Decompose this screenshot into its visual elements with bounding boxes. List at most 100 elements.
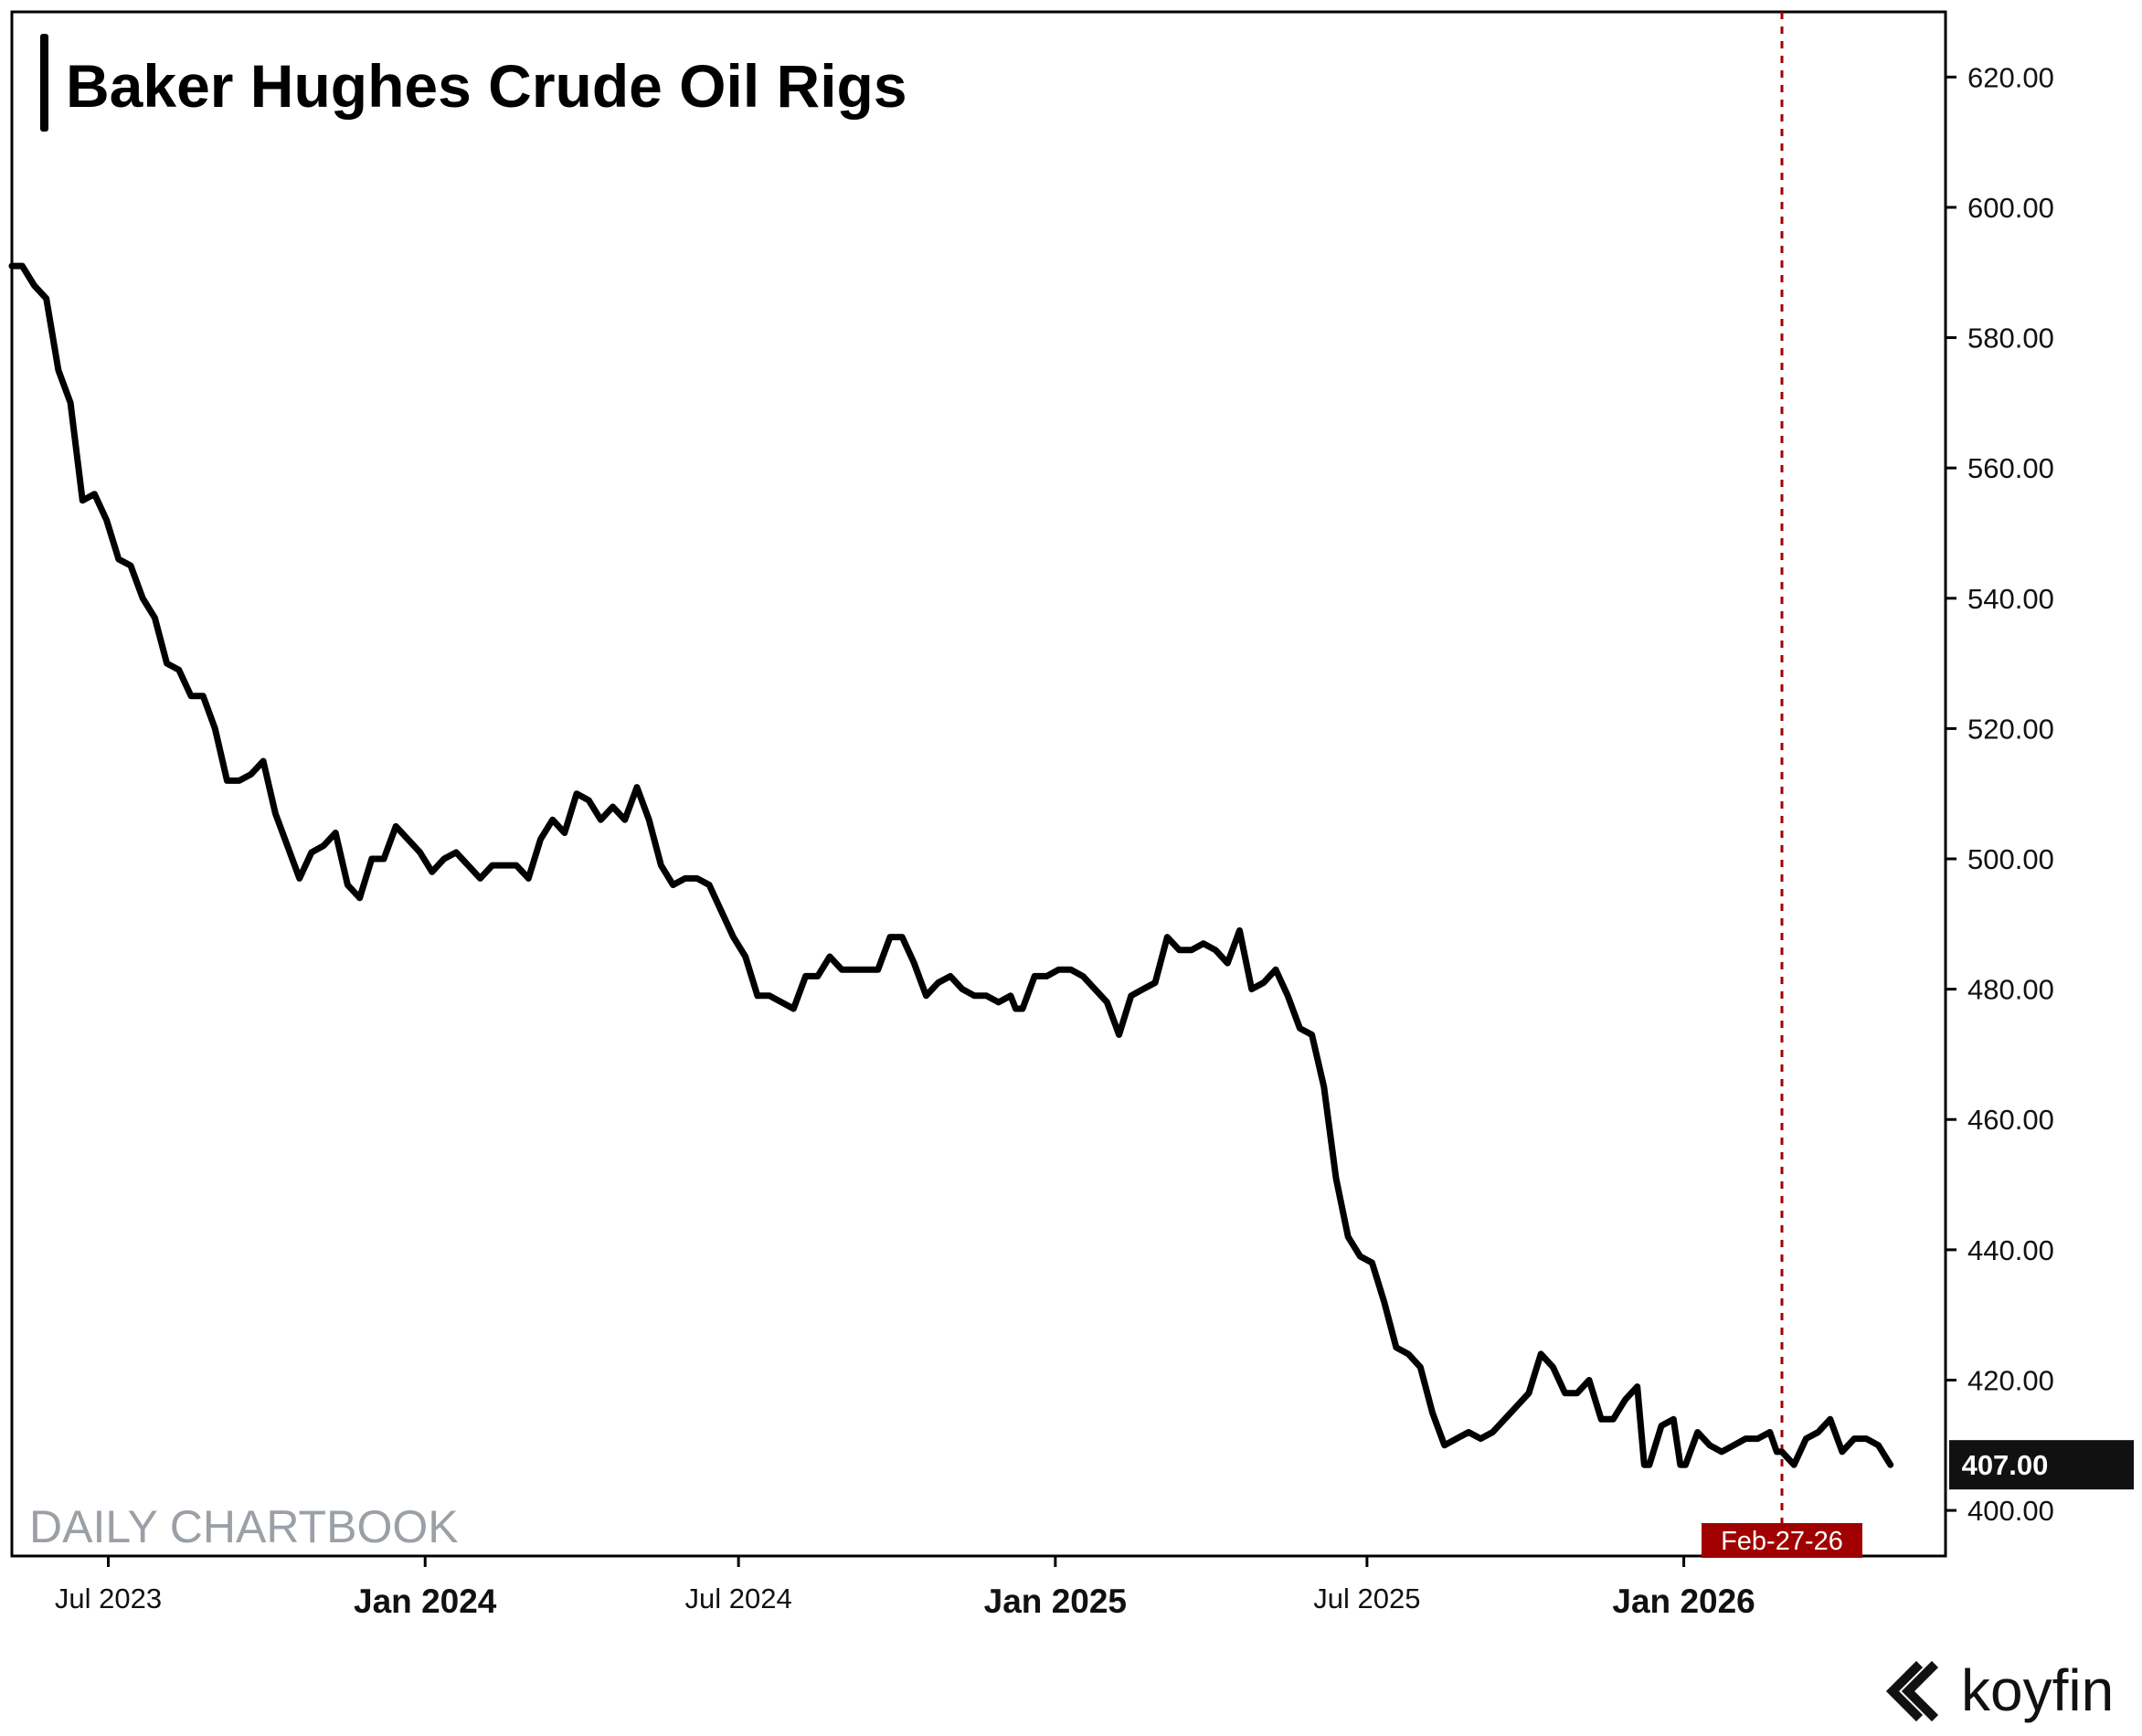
data-point [817,975,819,977]
data-point [1744,1438,1746,1440]
data-point [1504,1418,1506,1420]
data-point [985,995,987,997]
data-point [11,265,13,267]
data-point [792,1008,794,1010]
data-point [1070,969,1072,970]
data-point [1082,975,1084,977]
series-group [8,262,1894,1468]
data-point [877,969,879,970]
y-tick-label: 480.00 [1967,974,2054,1006]
data-point [1203,943,1204,945]
data-point [1612,1418,1614,1420]
data-point [178,669,180,671]
data-point [166,662,168,664]
data-point [286,845,288,847]
y-axis: 400.00 420.00 440.00 460.00 480.00 500.00 520.… [1946,61,2054,1527]
data-point [1359,1255,1361,1257]
data-point [961,989,963,990]
data-point [1841,1451,1843,1453]
data-point [1058,969,1060,970]
data-point [1226,962,1228,964]
data-point [154,617,155,619]
data-point [93,493,95,495]
x-tick-label: Jan 2024 [354,1583,497,1620]
data-point [1818,1432,1819,1434]
data-point [1263,981,1265,983]
data-point [576,793,578,795]
data-point [431,871,433,873]
data-point [443,858,445,860]
data-point [1680,1464,1681,1466]
data-point [769,995,770,997]
data-point [1660,1424,1662,1426]
data-point [1456,1438,1458,1440]
koyfin-chevron-icon [1885,1660,1939,1722]
data-point [1672,1418,1674,1420]
data-point [636,787,638,789]
data-point [1576,1392,1578,1394]
data-point [1600,1418,1602,1420]
data-point [1311,1034,1313,1036]
data-point [1372,1262,1373,1264]
data-point [1419,1366,1421,1368]
x-axis: Jul 2023 Jan 2024 Jul 2024 Jan 2025 Jul 2025… [55,1556,1755,1620]
y-tick-label: 560.00 [1967,452,2054,484]
last-value-label: 407.00 [1962,1449,2049,1481]
data-point [334,831,336,833]
data-point [359,897,361,899]
data-point [46,298,48,300]
data-point [1721,1451,1723,1453]
data-point [660,864,662,866]
data-point [1697,1432,1699,1434]
y-tick-label: 620.00 [1967,61,2054,93]
data-point [1323,1086,1325,1088]
y-tick-label: 460.00 [1967,1104,2054,1136]
data-point [227,779,228,781]
data-point [1781,1451,1783,1453]
data-point [1793,1464,1795,1466]
data-point [1637,1386,1638,1388]
data-point [1191,949,1193,951]
data-point [346,884,348,886]
brand-logo: koyfin [1885,1657,2114,1723]
watermark: DAILY CHARTBOOK [29,1501,459,1552]
data-point [274,812,276,814]
data-point [1130,995,1132,997]
y-tick-label: 420.00 [1967,1364,2054,1396]
data-point [696,877,698,879]
x-tick-label: Jan 2025 [984,1583,1127,1620]
data-point [708,884,710,886]
title-accent-bar [40,34,48,132]
data-point [1757,1438,1759,1440]
data-point [202,695,204,697]
data-point [1015,1008,1017,1010]
data-point [492,864,493,866]
x-tick-label: Jan 2026 [1612,1583,1755,1620]
chart-title: Baker Hughes Crude Oil Rigs [66,52,907,120]
data-point [1407,1353,1409,1355]
data-point [973,995,975,997]
marker-tag-label: Feb-27-26 [1721,1527,1843,1556]
data-point [1890,1464,1892,1466]
data-point [371,858,373,860]
x-tick-label: Jul 2024 [685,1583,792,1614]
data-point [1335,1177,1337,1179]
data-point [480,877,482,879]
data-point [515,864,517,866]
data-point [1142,989,1144,990]
data-point [323,845,324,847]
data-point [81,500,83,502]
data-point [1865,1438,1867,1440]
data-point [1588,1379,1590,1381]
data-point [829,956,831,958]
data-point [1094,989,1096,990]
x-tick-label: Jul 2025 [1313,1583,1420,1614]
data-point [1251,989,1253,990]
data-point [33,284,35,286]
data-point [69,402,71,404]
y-tick-label: 580.00 [1967,323,2054,355]
y-tick-label: 440.00 [1967,1234,2054,1266]
data-point [1516,1405,1518,1407]
data-point [299,877,301,879]
data-point [949,975,951,977]
